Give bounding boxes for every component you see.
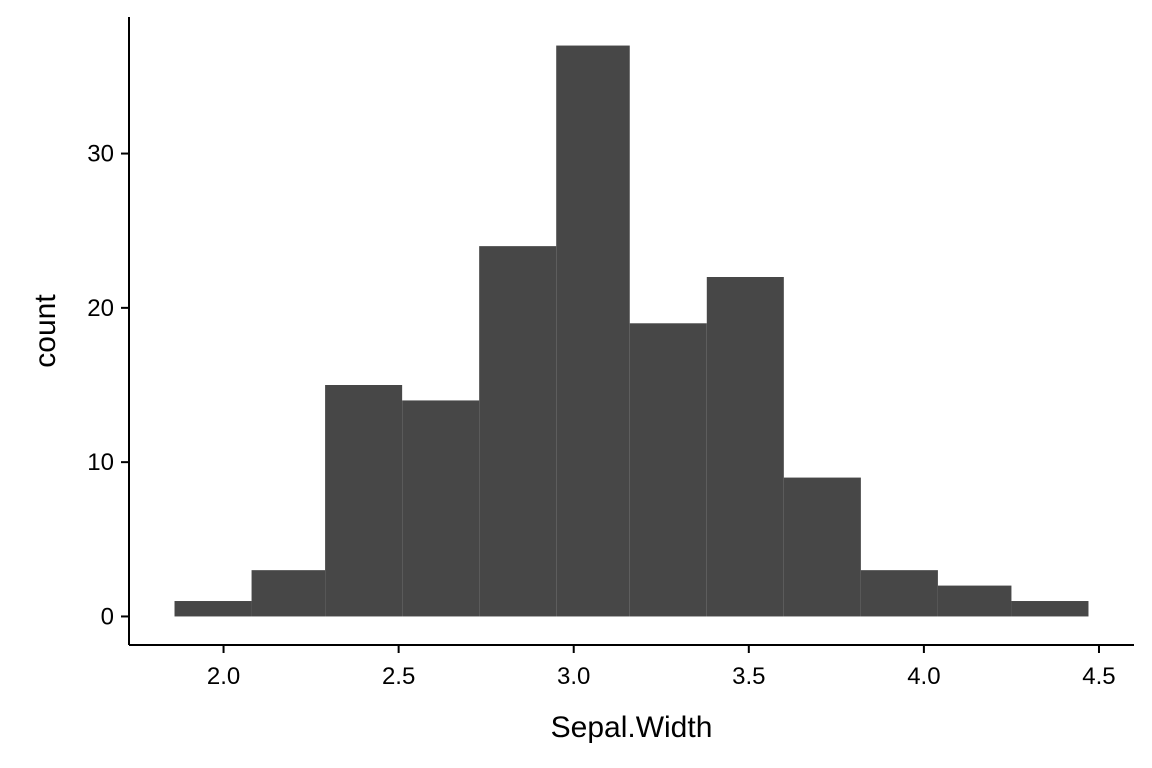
histogram-bar <box>937 585 1012 617</box>
y-tick-label: 0 <box>101 603 114 630</box>
y-tick-label: 30 <box>87 141 114 168</box>
histogram-bar <box>1011 601 1089 617</box>
x-tick-label: 4.5 <box>1082 663 1115 690</box>
y-tick-label: 20 <box>87 295 114 322</box>
x-tick-label: 2.5 <box>382 663 415 690</box>
bars-group <box>174 45 1089 617</box>
histogram-bar <box>174 601 252 617</box>
histogram-bar <box>783 477 861 617</box>
histogram-bar <box>706 277 784 617</box>
y-axis: 0 10 20 30 <box>87 17 130 645</box>
y-tick-label: 10 <box>87 449 114 476</box>
histogram-bar <box>251 570 326 617</box>
x-tick-label: 4.0 <box>907 663 940 690</box>
histogram-bar <box>860 570 938 617</box>
histogram-bar <box>479 246 557 617</box>
y-axis-title: count <box>29 294 62 368</box>
histogram-bar <box>402 400 480 617</box>
x-tick-label: 3.0 <box>557 663 590 690</box>
x-axis-title: Sepal.Width <box>551 711 713 744</box>
histogram-bar <box>325 385 403 617</box>
x-axis: 2.0 2.5 3.0 3.5 4.0 4.5 <box>129 644 1134 690</box>
x-tick-label: 2.0 <box>207 663 240 690</box>
histogram-bar <box>556 45 630 617</box>
x-tick-label: 3.5 <box>732 663 765 690</box>
histogram-bar <box>629 323 707 617</box>
